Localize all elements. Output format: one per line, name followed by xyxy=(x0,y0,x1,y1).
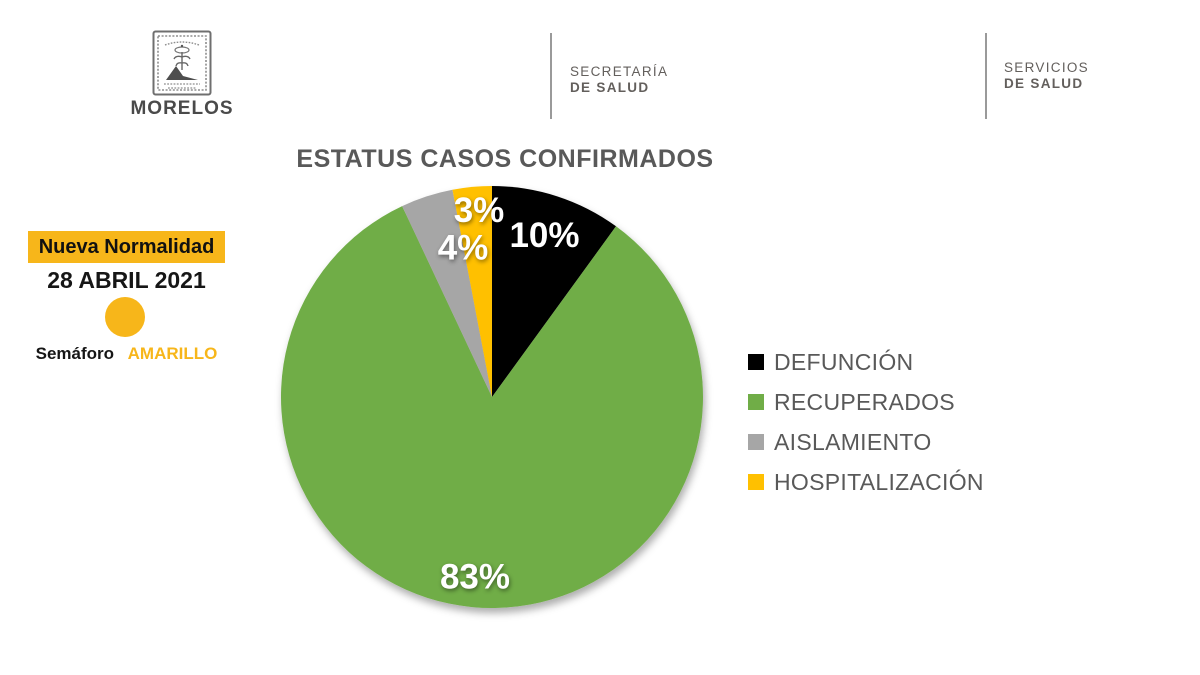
pie-chart-svg: 10% 83% 4%3% xyxy=(280,186,703,609)
pie-slice-recuperados xyxy=(280,206,703,609)
legend-item-aislamiento: AISLAMIENTO xyxy=(748,422,984,462)
pie-slice-aislamiento xyxy=(402,189,492,397)
pie-slice-defunción xyxy=(492,186,617,397)
header-divider-left xyxy=(550,33,552,119)
semaforo-value: AMARILLO xyxy=(127,344,218,363)
header-divider-right xyxy=(985,33,987,119)
pie-data-label-hospitalización: 3% xyxy=(454,191,505,230)
pie-data-label-defunción: 10% xyxy=(509,216,579,255)
legend-swatch-icon xyxy=(748,434,764,450)
semaforo-circle-icon xyxy=(105,297,145,337)
servicios-line2: DE SALUD xyxy=(1004,76,1084,91)
secretaria-line2: DE SALUD xyxy=(570,80,650,95)
secretaria-line1: SECRETARÍA xyxy=(570,64,669,79)
chart-title: ESTATUS CASOS CONFIRMADOS xyxy=(296,145,714,173)
pie-data-label-aislamiento: 4% xyxy=(438,228,489,267)
servicios-line1: SERVICIOS xyxy=(1004,60,1089,75)
pie-data-label-recuperados: 83% xyxy=(440,558,510,597)
legend-label: HOSPITALIZACIÓN xyxy=(774,468,984,495)
legend-item-defunción: DEFUNCIÓN xyxy=(748,342,984,382)
chart-legend: DEFUNCIÓN RECUPERADOS AISLAMIENTO HOSPITALI… xyxy=(748,342,984,502)
morelos-label: MORELOS xyxy=(130,98,234,119)
date-label: 28 ABRIL 2021 xyxy=(47,267,206,293)
nueva-normalidad-banner: Nueva Normalidad xyxy=(28,231,225,263)
semaforo-status: Semáforo AMARILLO xyxy=(18,344,235,364)
legend-label: RECUPERADOS xyxy=(774,388,955,415)
pie-chart: 10% 83% 4% 3% xyxy=(260,165,730,635)
legend-item-recuperados: RECUPERADOS xyxy=(748,382,984,422)
legend-label: AISLAMIENTO xyxy=(774,428,932,455)
legend-label: DEFUNCIÓN xyxy=(774,348,914,375)
legend-swatch-icon xyxy=(748,354,764,370)
semaforo-label: Semáforo xyxy=(35,344,115,363)
legend-swatch-icon xyxy=(748,394,764,410)
legend-swatch-icon xyxy=(748,474,764,490)
servicios-de-salud-logo: SERVICIOS DE SALUD xyxy=(1004,60,1089,92)
legend-item-hospitalización: HOSPITALIZACIÓN xyxy=(748,462,984,502)
pie-slice-hospitalización xyxy=(452,186,492,397)
secretaria-de-salud-logo: SECRETARÍA DE SALUD xyxy=(570,64,668,96)
morelos-emblem-logo xyxy=(152,30,212,96)
